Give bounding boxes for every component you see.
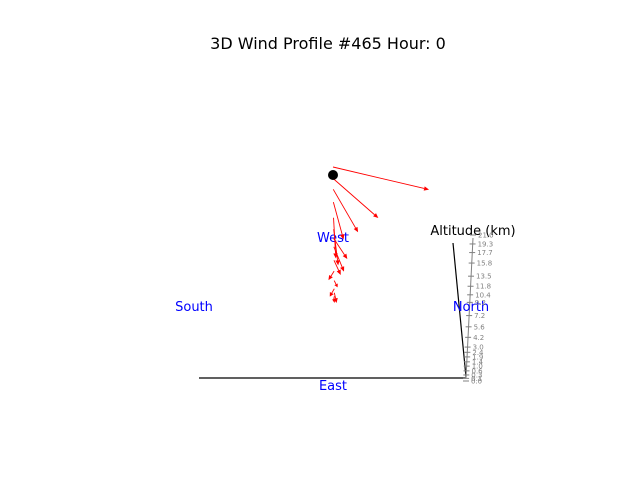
altitude-ticks: 0.00.10.30.61.01.41.92.43.04.25.67.29.21… [463, 232, 494, 386]
wind-arrow [333, 280, 338, 288]
wind-arrow [333, 238, 348, 260]
compass-south-label: South [175, 300, 213, 315]
altitude-tick-label: 0.1 [471, 375, 482, 383]
wind-arrow-shaft [333, 280, 337, 285]
altitude-tick-label: 11.8 [476, 283, 492, 291]
wind-arrow-head [340, 266, 345, 272]
altitude-tick-spine [465, 237, 474, 379]
wind-arrow [329, 288, 335, 297]
wind-arrow [328, 270, 335, 281]
wind-arrow-head [335, 260, 340, 266]
wind-arrow-head [353, 226, 359, 233]
surface-marker [328, 170, 338, 180]
altitude-tick-label: 7.2 [474, 312, 485, 320]
wind-arrow [332, 202, 345, 240]
wind-arrow-shaft [331, 288, 335, 294]
altitude-tick-label: 0.0 [471, 378, 482, 386]
altitude-tick-label: 15.8 [477, 260, 493, 268]
wind-arrow [333, 260, 341, 276]
wind-arrow [332, 166, 430, 191]
wind-arrow-shaft [333, 296, 335, 300]
wind-arrow-head [329, 291, 334, 297]
wind-arrow-shaft [333, 246, 343, 268]
wind-arrow-shaft [332, 202, 343, 235]
altitude-tick-label: 1.9 [472, 353, 483, 361]
altitude-tick-label: 17.7 [477, 249, 493, 257]
altitude-tick-label: 0.6 [471, 367, 483, 375]
compass-west-label: West [317, 231, 349, 246]
wind-arrow-head [334, 283, 338, 288]
wind-arrow [333, 299, 336, 303]
altitude-axis-line [452, 242, 467, 378]
wind-arrow-head [373, 213, 379, 219]
wind-arrow-shaft [332, 178, 375, 216]
wind-arrow-head [342, 253, 348, 260]
altitude-tick-label: 3.0 [473, 344, 484, 352]
altitude-tick-label: 0.3 [471, 371, 482, 379]
compass-north-label: North [453, 300, 489, 315]
wind-arrow-shaft [332, 166, 425, 189]
wind-arrows [328, 166, 430, 303]
wind-arrow-shaft [333, 260, 340, 271]
altitude-tick-label: 5.6 [474, 323, 486, 331]
altitude-tick-label: 10.4 [475, 291, 491, 299]
wind-arrow-head [340, 234, 345, 240]
altitude-tick-label: 21.0 [478, 232, 494, 240]
wind-arrow-head [328, 274, 333, 281]
altitude-tick-label: 13.5 [476, 273, 492, 281]
wind-arrow [333, 292, 338, 303]
wind-arrow-head [333, 297, 338, 303]
altitude-tick-label: 19.3 [478, 240, 494, 248]
chart-title: 3D Wind Profile #465 Hour: 0 [210, 34, 446, 53]
altitude-tick-label: 1.4 [472, 358, 484, 366]
altitude-tick-label: 4.2 [473, 334, 484, 342]
altitude-tick-label: 9.2 [475, 299, 486, 307]
altitude-tick-label: 1.0 [472, 363, 483, 371]
wind-arrow [332, 178, 379, 219]
wind-arrow-head [423, 186, 430, 191]
wind-arrow-head [333, 301, 336, 303]
wind-arrow-head [336, 269, 341, 276]
altitude-axis-label: Altitude (km) [430, 224, 515, 239]
wind-arrow-shaft [332, 189, 356, 229]
compass-east-label: East [319, 379, 347, 394]
wind-arrow-shaft [333, 238, 345, 256]
altitude-tick-label: 2.4 [472, 349, 484, 357]
wind-arrow-shaft [333, 292, 337, 299]
wind-arrow-shaft [330, 270, 335, 277]
wind-arrow [333, 246, 345, 272]
wind-arrow [332, 189, 359, 233]
